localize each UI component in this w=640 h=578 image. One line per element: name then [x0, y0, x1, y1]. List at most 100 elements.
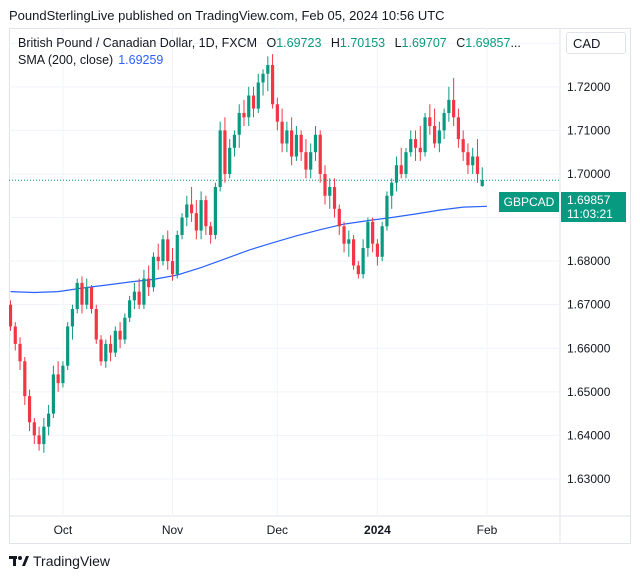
candle [213, 182, 217, 240]
candle [366, 217, 370, 257]
candle [432, 108, 437, 148]
candle [37, 426, 41, 451]
legend-ellipsis[interactable]: ... [510, 36, 521, 50]
candle [428, 104, 432, 135]
candle [342, 221, 346, 253]
high-label: H [330, 36, 340, 50]
time-tick-label: Dec [267, 523, 288, 537]
candle-body [442, 112, 446, 131]
low-label: L [394, 36, 402, 50]
candle [228, 139, 232, 179]
candle [351, 234, 356, 270]
candle-body [480, 180, 484, 187]
candle-body [51, 374, 55, 414]
candle [385, 191, 389, 231]
price-chart[interactable]: 1.730001.720001.710001.700001.690001.680… [9, 28, 631, 544]
candle-body [161, 239, 165, 262]
candle [209, 221, 213, 244]
candle-body [337, 208, 341, 227]
candle [56, 361, 60, 392]
candle-body [213, 187, 217, 235]
candle [99, 335, 103, 366]
candle [23, 356, 27, 405]
candle [156, 243, 160, 270]
low-value: 1.69707 [401, 36, 447, 50]
candle-body [228, 147, 232, 174]
candle-body [232, 134, 237, 148]
candle-body [466, 152, 470, 166]
candle-body [27, 396, 32, 423]
candle-body [399, 165, 403, 174]
candle [18, 337, 22, 371]
candle-body [328, 187, 332, 196]
candle-body [394, 165, 399, 183]
currency-selector[interactable]: CAD [566, 32, 626, 54]
candle [318, 130, 322, 183]
price-tick-label: 1.64000 [567, 428, 611, 442]
symbol-title: British Pound / Canadian Dollar, 1D, FXC… [18, 36, 257, 50]
candle [442, 108, 446, 140]
candle-body [247, 95, 251, 118]
candle-body [437, 130, 441, 144]
candle-body [47, 413, 51, 427]
candle-body [452, 99, 456, 118]
candle [175, 230, 179, 279]
candle [128, 295, 132, 323]
candle-body [390, 182, 394, 196]
time-tick-label: Feb [477, 523, 498, 537]
candle-body [332, 187, 337, 209]
candle [347, 230, 351, 257]
candle-body [280, 121, 284, 144]
candle-body [61, 365, 65, 384]
candle [51, 365, 55, 418]
candle [47, 404, 51, 436]
candle-body [156, 256, 160, 262]
candle [137, 278, 141, 310]
candle [413, 130, 418, 161]
candle [89, 285, 94, 314]
candle [313, 126, 318, 161]
candle [256, 73, 260, 113]
candle-body [118, 330, 122, 340]
close-label: C [456, 36, 466, 50]
candle-body [266, 65, 270, 74]
candle-body [447, 99, 451, 113]
indicator-legend[interactable]: SMA (200, close) 1.69259 [18, 53, 163, 67]
candle [61, 361, 65, 388]
candle-body [294, 134, 298, 157]
candle [247, 86, 251, 127]
candle [237, 104, 241, 148]
candle-body [361, 248, 365, 275]
candle-body [170, 261, 175, 275]
candle [285, 121, 289, 153]
candle-body [128, 300, 132, 318]
candle-body [209, 226, 213, 235]
candle-body [270, 65, 275, 105]
candle [142, 269, 146, 310]
tradingview-logo-icon [9, 556, 29, 566]
time-tick-label: 2024 [364, 523, 391, 537]
candle-body [290, 130, 294, 157]
candle [480, 167, 484, 187]
sma-value: 1.69259 [118, 53, 164, 67]
candle [280, 108, 284, 153]
candle [166, 230, 170, 270]
candle [266, 56, 270, 92]
candle-body [175, 234, 179, 275]
candle-body [104, 343, 108, 362]
candle-body [275, 104, 279, 122]
close-value: 1.69857 [465, 36, 511, 50]
candle [328, 178, 332, 209]
price-tick-label: 1.71000 [567, 123, 611, 137]
candle [394, 156, 399, 192]
candle-body [409, 139, 413, 153]
candle [75, 278, 79, 314]
candle [299, 130, 303, 161]
candle [371, 217, 375, 253]
candle-body [323, 173, 327, 196]
candle [423, 112, 427, 157]
sma-layer [10, 205, 488, 294]
candle [471, 147, 475, 174]
brand-footer[interactable]: TradingView [9, 553, 110, 569]
candle-body [13, 326, 17, 344]
